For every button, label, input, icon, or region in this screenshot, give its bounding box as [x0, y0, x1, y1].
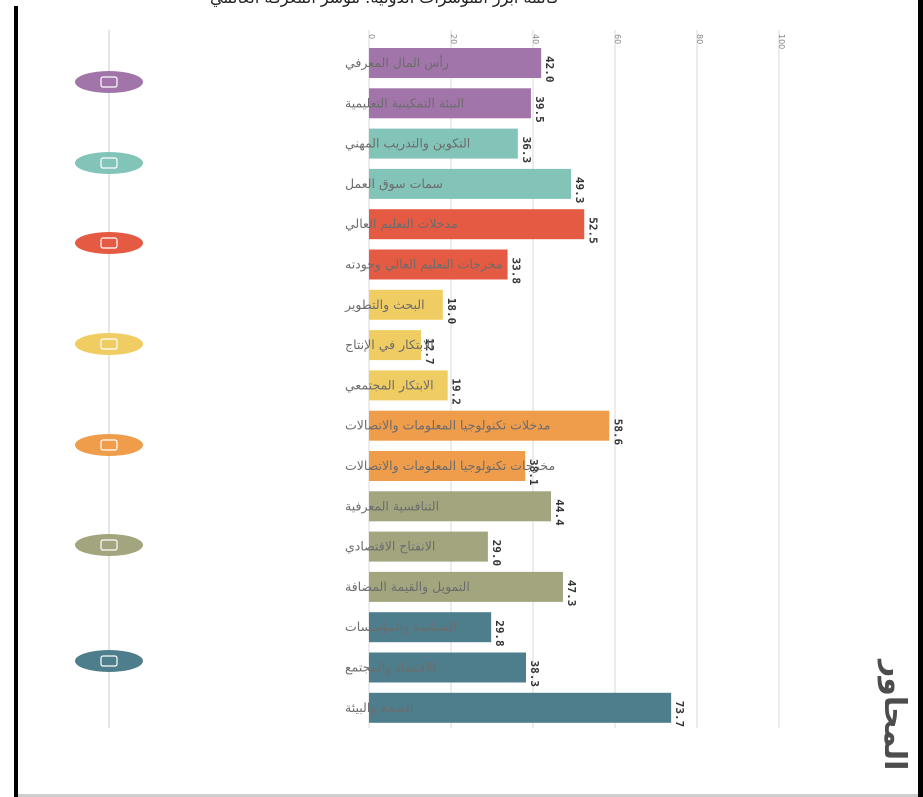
- data-label: 36.3: [520, 137, 533, 164]
- frame-bottom-border: [18, 794, 918, 797]
- bar: [369, 692, 672, 723]
- handshake-icon-glyph: [100, 655, 118, 667]
- network-icon: [75, 434, 143, 456]
- category-label: الابتكار في الإنتاج: [345, 337, 434, 353]
- data-label: 42.0: [543, 56, 556, 83]
- bar: [369, 88, 531, 119]
- x-tick-label: 0: [367, 34, 376, 39]
- bar: [369, 612, 492, 643]
- x-tick-label: 60: [613, 34, 622, 44]
- bar: [369, 410, 610, 441]
- bar: [369, 652, 527, 683]
- category-label: رأس المال المعرفي: [345, 54, 449, 71]
- data-label: 52.5: [586, 217, 599, 244]
- globe-icon: [75, 534, 143, 556]
- graduation-icon: [75, 232, 143, 254]
- data-label: 12.7: [423, 338, 436, 365]
- bar: [369, 48, 542, 78]
- lightbulb-icon-glyph: [100, 338, 118, 350]
- x-tick-label: 80: [695, 34, 704, 44]
- data-label: 33.8: [510, 258, 523, 285]
- bar: [369, 168, 572, 199]
- data-label: 47.3: [565, 580, 578, 607]
- category-label: البيئة التمكينية التعليمية: [345, 95, 464, 110]
- category-label: البحث والتطوير: [344, 297, 425, 313]
- bar: [369, 451, 526, 481]
- x-tick-label: 20: [449, 34, 458, 44]
- lightbulb-icon: [75, 333, 143, 355]
- data-label: 44.4: [553, 499, 566, 526]
- category-label: الصحة والبيئة: [345, 700, 413, 716]
- data-label: 73.7: [673, 701, 686, 728]
- book-icon: [75, 71, 143, 93]
- data-label: 58.6: [611, 419, 624, 446]
- category-label: سمات سوق العمل: [345, 176, 443, 192]
- handshake-icon: [75, 650, 143, 672]
- x-tick-label: 40: [531, 34, 540, 44]
- data-label: 18.0: [445, 298, 458, 325]
- data-label: 49.3: [573, 177, 586, 204]
- category-label: مدخلات تكنولوجيا المعلومات والاتصالات: [345, 418, 550, 434]
- category-label: التمويل والقيمة المضافة: [345, 579, 470, 595]
- book-icon-glyph: [100, 76, 118, 88]
- frame-right-border: [918, 0, 923, 797]
- x-tick-label: 100: [777, 34, 786, 49]
- category-label: الانفتاح الاقتصادي: [345, 539, 435, 554]
- data-label: 29.8: [493, 620, 506, 647]
- data-label: 29.0: [490, 540, 503, 567]
- bar: [369, 209, 585, 240]
- bar: [369, 531, 488, 562]
- bar: [369, 330, 422, 361]
- bar: [369, 491, 552, 522]
- data-label: 19.2: [450, 378, 463, 405]
- bar: [369, 370, 448, 401]
- briefcase-icon: [75, 152, 143, 174]
- category-label: الاقتصاد والمجتمع: [345, 660, 436, 676]
- data-label: 38.3: [528, 661, 541, 688]
- category-label: التنافسية المعرفية: [345, 498, 439, 514]
- category-label: السياسة والمؤسسات: [345, 619, 456, 635]
- bar: [369, 289, 443, 320]
- cropped-heading: قائمة أبرز المؤشرات الدولية: مؤشر المعرف…: [210, 0, 730, 8]
- data-label: 38.1: [527, 459, 540, 486]
- category-label: الابتكار المجتمعي: [345, 377, 434, 393]
- category-label: مخرجات تكنولوجيا المعلومات والاتصالات: [345, 458, 555, 474]
- data-label: 39.5: [533, 96, 546, 123]
- network-icon-glyph: [100, 439, 118, 451]
- graduation-icon-glyph: [100, 237, 118, 249]
- category-label: مدخلات التعليم العالي: [345, 216, 458, 232]
- category-label: التكوين والتدريب المهني: [345, 136, 470, 152]
- globe-icon-glyph: [100, 539, 118, 551]
- bar: [369, 249, 508, 280]
- bar: [369, 571, 563, 602]
- category-label: مخرجات التعليم العالي وجودته: [345, 257, 503, 273]
- bar: [369, 128, 518, 159]
- briefcase-icon-glyph: [100, 157, 118, 169]
- frame-left-border: [14, 6, 18, 797]
